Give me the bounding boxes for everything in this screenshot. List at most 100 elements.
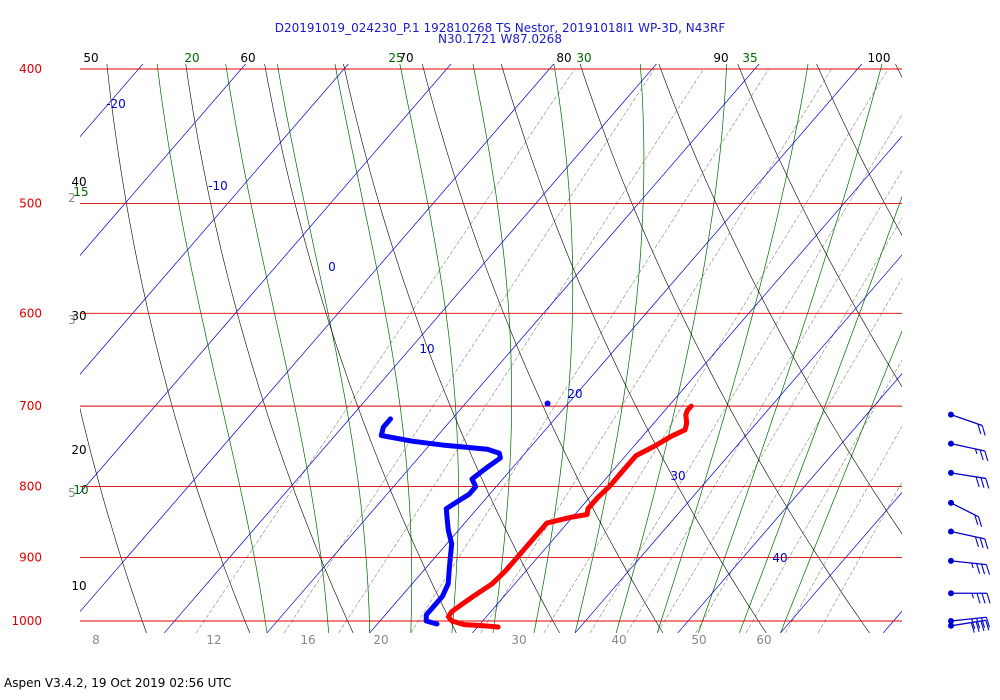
wind-barb-flag — [985, 620, 990, 631]
isobar-label: 700 — [19, 399, 42, 413]
isotherm-label: 30 — [670, 469, 685, 483]
wind-barb-flag — [981, 425, 986, 436]
isotherm-label: -20 — [106, 97, 126, 111]
wind-barb — [948, 469, 990, 489]
moist-adiabat-label: 20 — [184, 51, 199, 65]
wind-barb-station — [948, 411, 954, 418]
isotherm-line — [677, 373, 902, 634]
wind-barb-flag — [970, 622, 975, 633]
moist-adiabat-label: 15 — [73, 185, 88, 199]
isotherm-line — [80, 64, 349, 375]
isotherm-line — [80, 64, 247, 256]
wind-barb-half-flag — [971, 562, 974, 569]
isobar-label: 800 — [19, 480, 42, 494]
isotherm-line — [574, 254, 902, 634]
dry-adiabat-line — [0, 38, 43, 633]
mixing-ratio-label: 30 — [511, 633, 526, 647]
wind-barb — [948, 557, 990, 575]
mixing-ratio-lines — [195, 68, 902, 634]
mixing-ratio-label: 8 — [92, 633, 100, 647]
mixing-ratio-label: 60 — [756, 633, 771, 647]
isobar-label: 500 — [19, 196, 42, 210]
moist-adiabat-line — [399, 64, 459, 633]
wind-barb-staff — [950, 443, 985, 452]
mixing-ratio-line — [657, 217, 902, 634]
wind-barb-station — [948, 440, 954, 447]
dry-adiabat-line — [106, 64, 251, 634]
wind-barb-flag — [980, 620, 985, 632]
moist-adiabat-line — [697, 64, 883, 634]
isotherm-line — [80, 64, 555, 613]
wind-barb-station — [948, 557, 954, 564]
wind-barb-station — [948, 590, 954, 597]
dry-adiabat-label: 80 — [556, 51, 571, 65]
wind-barb-flag — [978, 516, 983, 527]
isotherm-line — [986, 38, 1000, 633]
dry-adiabat-line — [961, 38, 1000, 633]
wind-barb-station — [948, 622, 954, 629]
mixing-ratio-line — [589, 114, 902, 634]
wind-barb-staff — [950, 502, 979, 518]
wind-barb-station — [948, 528, 954, 535]
mixing-ratio-line — [283, 68, 655, 634]
isotherm-line — [164, 64, 657, 634]
chart-subtitle: N30.1721 W87.0268 — [438, 32, 562, 46]
mixing-ratio-line — [695, 277, 902, 634]
wind-barb-flag — [981, 593, 986, 604]
dry-adiabat-label: 100 — [868, 51, 891, 65]
isotherm-line — [882, 610, 902, 634]
dry-adiabat-line — [80, 407, 147, 634]
dry-adiabat-line — [816, 64, 902, 236]
dry-adiabat-line — [737, 64, 902, 388]
moist-adiabat-line — [225, 64, 329, 633]
wind-barb-flag — [980, 477, 985, 488]
dry-adiabats — [0, 38, 1000, 634]
isotherm-label: -10 — [208, 179, 228, 193]
dry-adiabat-label: 90 — [713, 51, 728, 65]
dry-adiabat-label: 10 — [71, 579, 86, 593]
wind-barb-flag — [984, 450, 989, 462]
dry-adiabat-line — [185, 64, 354, 634]
wind-barb-half-flag — [971, 593, 975, 599]
mixing-ratio-line — [480, 68, 832, 634]
mixing-ratio-side-label: 5 — [68, 486, 76, 500]
wind-barb — [948, 616, 990, 629]
wind-barb-flag — [974, 536, 979, 548]
wind-barb-flag — [976, 563, 981, 574]
moist-adiabat-label: 25 — [388, 51, 403, 65]
wind-barb-flag — [977, 423, 982, 435]
footer-version: Aspen V3.4.2, 19 Oct 2019 02:56 UTC — [4, 676, 232, 690]
dewpoint-point — [544, 400, 551, 407]
moist-adiabat-line — [739, 195, 902, 634]
isotherm-label: 20 — [567, 387, 582, 401]
wind-barb-flag — [975, 476, 980, 488]
wind-barb — [948, 499, 983, 527]
wind-barb — [948, 590, 991, 604]
wind-barb-flag — [974, 514, 979, 526]
moist-adiabat-line — [156, 64, 268, 633]
mixing-ratio-side-label: 3 — [68, 313, 76, 327]
moist-adiabat-label: 30 — [576, 51, 591, 65]
isotherm-label: 40 — [772, 551, 787, 565]
wind-barb — [948, 411, 986, 436]
moist-adiabat-label: 35 — [742, 51, 757, 65]
wind-barb — [948, 440, 989, 462]
wind-barb-flag — [971, 618, 976, 629]
isotherms — [80, 38, 1000, 634]
moist-adiabat-line — [334, 64, 413, 633]
mixing-ratio-label: 12 — [206, 633, 221, 647]
wind-barb-half-flag — [974, 448, 978, 455]
isotherm-label: 0 — [328, 260, 336, 274]
wind-barb-station — [948, 499, 954, 506]
mixing-ratio-line — [745, 359, 902, 634]
moist-adiabat-line — [472, 64, 512, 633]
wind-barb-flag — [975, 621, 980, 632]
mixing-ratio-line — [626, 170, 902, 634]
wind-barb-flag — [979, 449, 984, 461]
wind-barb-flag — [976, 593, 981, 604]
mixing-ratio-line — [338, 68, 704, 634]
wind-barb-flag — [985, 564, 990, 575]
chart-title: D20191019_024230_P.1 192810268 TS Nestor… — [274, 21, 726, 35]
